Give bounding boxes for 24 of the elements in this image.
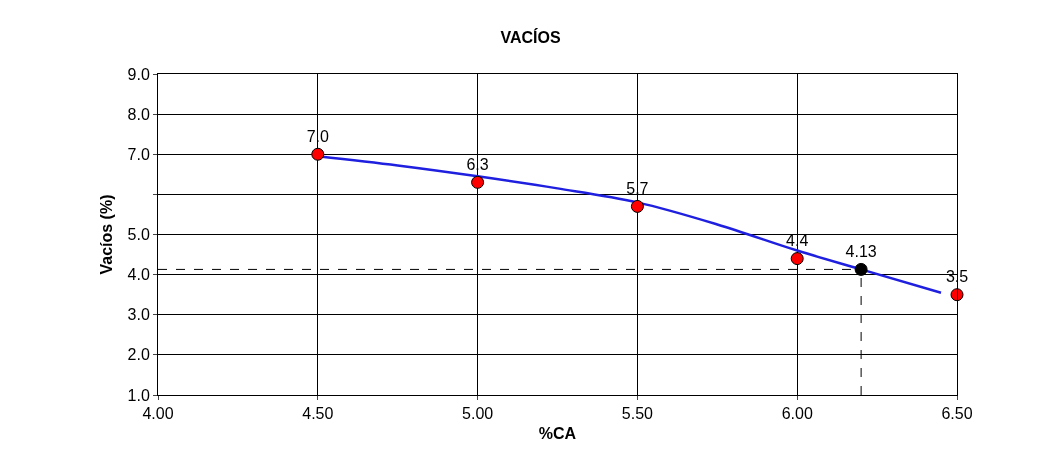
y-axis-title: Vacíos (%) <box>98 194 116 275</box>
y-tick-label: 5.0 <box>127 226 150 244</box>
point <box>854 262 868 276</box>
data-label: 4.13 <box>845 242 877 260</box>
point <box>311 147 325 161</box>
point <box>630 199 644 213</box>
y-tick-label: 8.0 <box>127 105 150 123</box>
y-tick-label: 2.0 <box>127 346 150 364</box>
y-tick-label: 1.0 <box>127 386 150 404</box>
chart-title: VACÍOS <box>500 28 561 47</box>
y-tick-label: 7.0 <box>127 145 150 163</box>
x-tick-label: 5.50 <box>621 405 654 423</box>
y-tick-label: 3.0 <box>127 306 150 324</box>
point <box>790 252 804 266</box>
x-tick-label: 4.50 <box>302 405 334 423</box>
x-tick-label: 6.00 <box>781 405 813 423</box>
point <box>471 175 485 189</box>
x-tick-label: 4.00 <box>142 405 174 423</box>
x-tick-label: 5.00 <box>462 405 494 423</box>
y-tick-label: 9.0 <box>127 65 150 83</box>
x-tick-label: 6.50 <box>941 405 973 423</box>
x-axis-title: %CA <box>538 424 577 442</box>
point <box>950 288 964 302</box>
y-tick-label: 4.0 <box>127 266 150 284</box>
